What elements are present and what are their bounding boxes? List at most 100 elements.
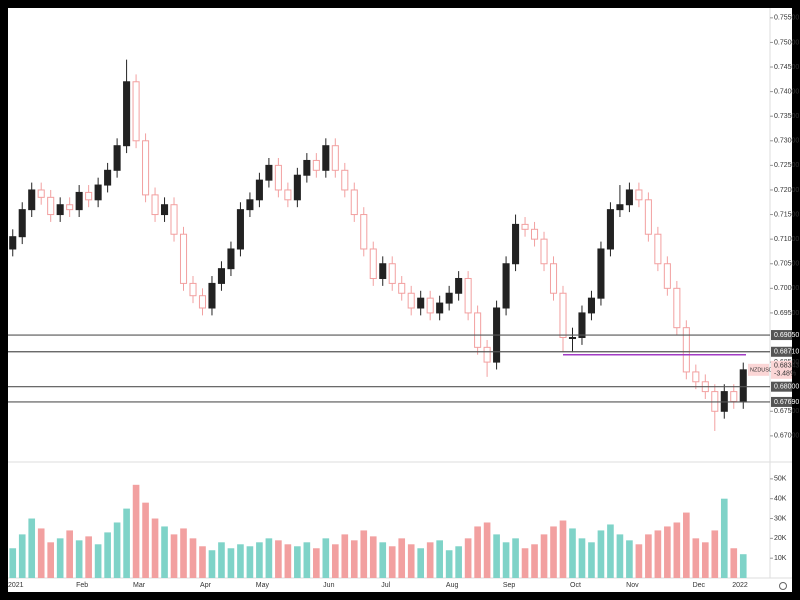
volume-bar (664, 526, 671, 578)
volume-bar (284, 544, 292, 578)
candle-body (198, 295, 207, 309)
volume-bar (66, 530, 73, 578)
candle-body (113, 145, 121, 171)
volume-bar (407, 544, 415, 578)
candle-body (663, 263, 671, 289)
candle-body (730, 391, 738, 402)
candle-body (654, 233, 662, 265)
candle-body (227, 248, 235, 270)
volume-bar (170, 534, 178, 578)
candle-body (322, 145, 330, 171)
candle-body (75, 191, 83, 211)
y-tick-label: 0.73500 (774, 113, 799, 120)
volume-bar (540, 534, 548, 578)
volume-bar (493, 534, 500, 578)
volume-bar (426, 542, 434, 578)
candle-body (625, 189, 633, 206)
candle-body (597, 248, 605, 299)
candle-body (9, 236, 17, 250)
x-tick-label: Feb (76, 582, 88, 589)
volume-tick-label: 10K (774, 555, 787, 562)
candle-body (521, 223, 529, 230)
candle-body (616, 204, 624, 211)
symbol-label: NZDUSD (750, 367, 773, 373)
candle-body (255, 179, 263, 201)
volume-bar (379, 542, 387, 578)
candle-body (132, 81, 140, 142)
level-label: 0.68710 (774, 349, 799, 356)
candle-body (559, 292, 567, 339)
candle-body (331, 145, 339, 171)
volume-bar (578, 538, 586, 578)
candle-body (341, 169, 349, 191)
volume-bar (673, 522, 681, 578)
volume-bar (218, 542, 225, 578)
candle-body (208, 282, 216, 309)
x-tick-label: Nov (626, 582, 639, 589)
candle-body (18, 209, 26, 238)
volume-bar (104, 532, 111, 578)
candle-body (455, 277, 463, 294)
x-tick-label: Jun (323, 582, 334, 589)
volume-bar (436, 540, 443, 578)
level-label: 0.68000 (774, 384, 799, 391)
y-tick-label: 0.67500 (774, 408, 799, 415)
candle-body (151, 194, 159, 216)
x-tick-label: Apr (200, 582, 212, 589)
y-tick-label: 0.74500 (774, 64, 799, 71)
candle-body (265, 164, 273, 181)
volume-bar (369, 536, 377, 578)
x-tick-label: Sep (503, 582, 516, 589)
volume-bar (341, 534, 349, 578)
candle-body (540, 238, 548, 265)
candle-body (369, 248, 377, 279)
volume-bar (294, 546, 301, 578)
candle-body (123, 81, 131, 147)
candle-body (436, 302, 444, 314)
candle-body (512, 223, 520, 265)
candle-body (293, 174, 301, 201)
volume-tick-label: 20K (774, 535, 787, 542)
last-price-box (748, 363, 769, 376)
candle-body (682, 327, 690, 373)
volume-bar (521, 548, 529, 578)
candle-body (94, 184, 102, 201)
level-label: 0.69050 (774, 332, 799, 339)
x-tick-label: Jul (381, 582, 390, 589)
volume-bar (730, 548, 738, 578)
candle-body (284, 189, 292, 201)
candle-body (312, 159, 320, 171)
level-tag: 0.67690 (771, 396, 799, 407)
volume-bar (180, 528, 187, 578)
x-tick-label: Dec (693, 582, 706, 589)
level-tag-box (771, 346, 792, 357)
candle-body (644, 199, 652, 235)
volume-bar (37, 528, 45, 578)
settings-icon[interactable] (779, 582, 787, 590)
last-price-tag (771, 360, 792, 379)
candle-body (350, 189, 358, 216)
volume-bar (113, 522, 121, 578)
candle-body (417, 297, 425, 309)
level-label: 0.67690 (774, 399, 799, 406)
volume-bar (607, 524, 614, 578)
volume-bar (616, 534, 624, 578)
volume-bar (246, 546, 254, 578)
volume-bar (474, 526, 481, 578)
volume-bar (711, 530, 719, 578)
volume-bar (275, 540, 282, 578)
volume-bar (398, 538, 406, 578)
volume-bar (75, 540, 83, 578)
volume-bar (85, 536, 92, 578)
volume-tick-label: 30K (774, 515, 787, 522)
candle-body (161, 204, 169, 216)
volume-bar (531, 544, 538, 578)
candle-body (464, 277, 472, 314)
volume-bar (9, 548, 17, 578)
volume-bar (189, 538, 197, 578)
candle-body (692, 371, 700, 383)
price-change-label: -3.48% (774, 371, 796, 378)
volume-bar (692, 538, 700, 578)
candle-body (142, 140, 150, 196)
